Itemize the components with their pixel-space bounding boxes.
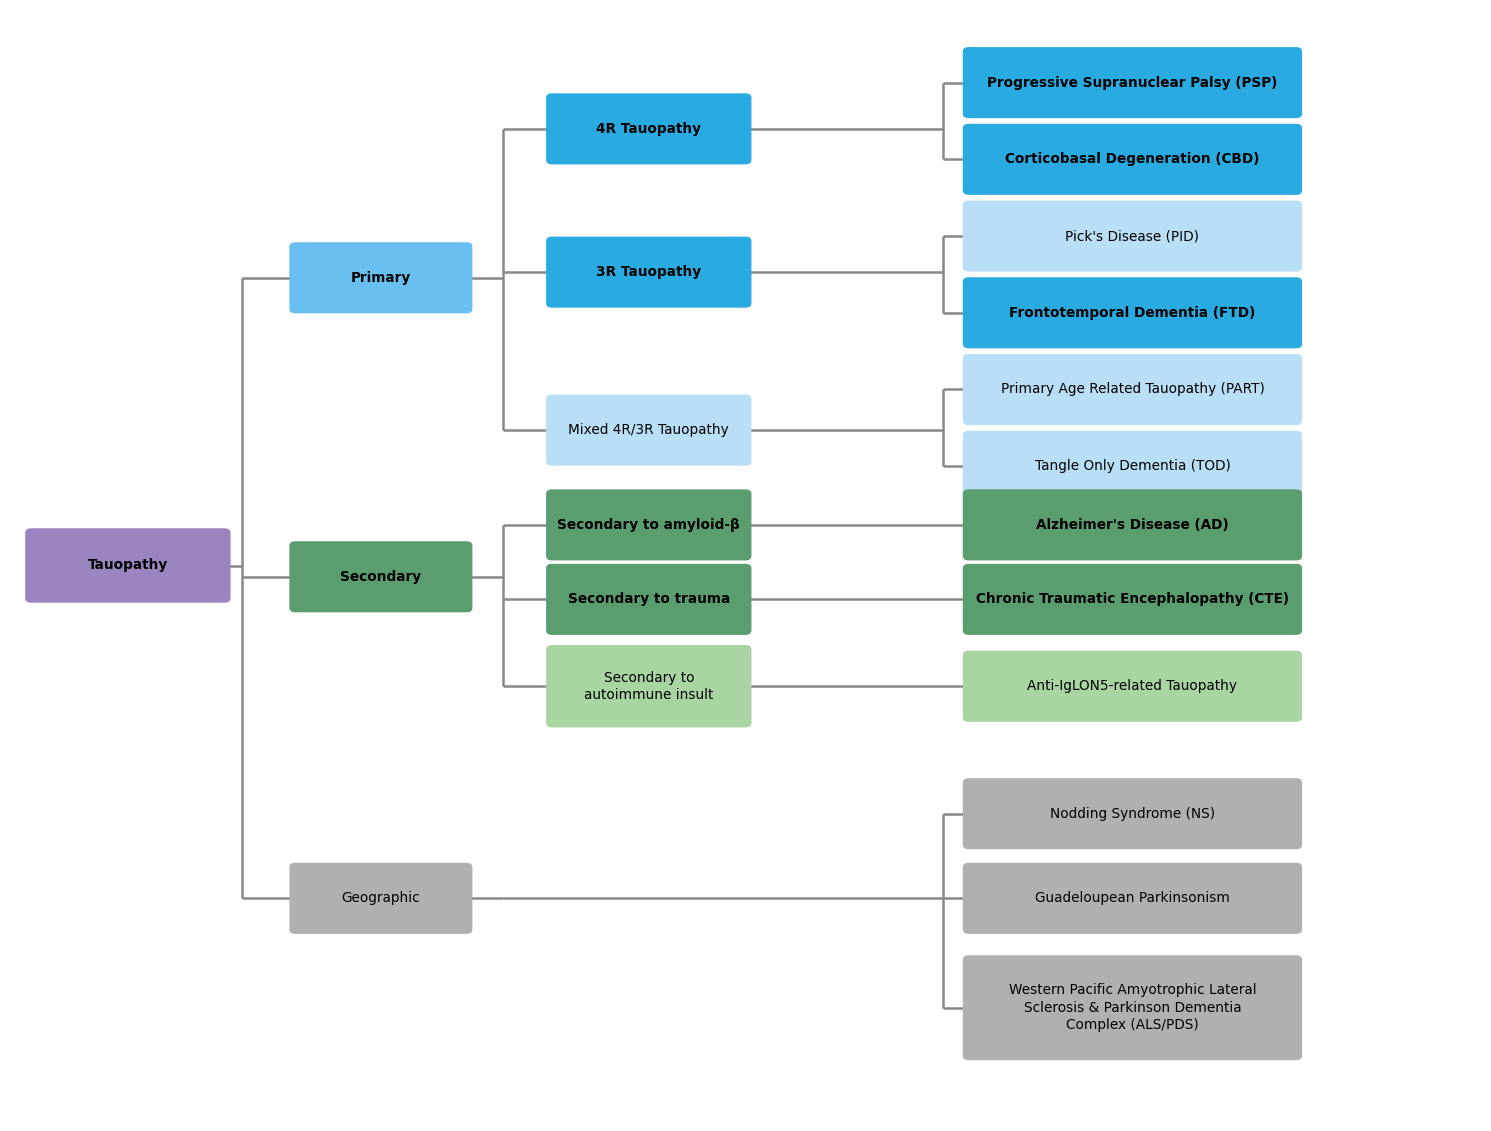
Text: Frontotemporal Dementia (FTD): Frontotemporal Dementia (FTD): [1009, 305, 1255, 320]
Text: Anti-IgLON5-related Tauopathy: Anti-IgLON5-related Tauopathy: [1027, 680, 1238, 693]
Text: Secondary: Secondary: [340, 570, 422, 584]
FancyBboxPatch shape: [289, 242, 473, 313]
Text: Alzheimer's Disease (AD): Alzheimer's Disease (AD): [1036, 518, 1229, 532]
Text: Primary: Primary: [350, 270, 412, 285]
Text: Secondary to
autoimmune insult: Secondary to autoimmune insult: [584, 671, 714, 702]
FancyBboxPatch shape: [963, 200, 1302, 271]
Text: Guadeloupean Parkinsonism: Guadeloupean Parkinsonism: [1035, 891, 1230, 905]
Text: Nodding Syndrome (NS): Nodding Syndrome (NS): [1050, 806, 1215, 821]
FancyBboxPatch shape: [963, 956, 1302, 1060]
FancyBboxPatch shape: [963, 778, 1302, 849]
Text: Geographic: Geographic: [341, 891, 420, 905]
Text: Secondary to amyloid-β: Secondary to amyloid-β: [558, 518, 740, 532]
FancyBboxPatch shape: [963, 277, 1302, 348]
FancyBboxPatch shape: [546, 490, 751, 561]
FancyBboxPatch shape: [546, 564, 751, 634]
FancyBboxPatch shape: [963, 431, 1302, 502]
FancyBboxPatch shape: [963, 354, 1302, 425]
Text: Chronic Traumatic Encephalopathy (CTE): Chronic Traumatic Encephalopathy (CTE): [977, 593, 1288, 606]
Text: Tangle Only Dementia (TOD): Tangle Only Dementia (TOD): [1035, 459, 1230, 473]
Text: Pick's Disease (PID): Pick's Disease (PID): [1066, 230, 1199, 243]
FancyBboxPatch shape: [546, 94, 751, 164]
FancyBboxPatch shape: [963, 123, 1302, 195]
Text: Secondary to trauma: Secondary to trauma: [568, 593, 731, 606]
Text: Mixed 4R/3R Tauopathy: Mixed 4R/3R Tauopathy: [568, 423, 729, 437]
Text: 3R Tauopathy: 3R Tauopathy: [596, 265, 701, 279]
Text: Western Pacific Amyotrophic Lateral
Sclerosis & Parkinson Dementia
Complex (ALS/: Western Pacific Amyotrophic Lateral Scle…: [1008, 984, 1257, 1033]
FancyBboxPatch shape: [546, 395, 751, 466]
Text: Progressive Supranuclear Palsy (PSP): Progressive Supranuclear Palsy (PSP): [987, 76, 1278, 89]
Text: Corticobasal Degeneration (CBD): Corticobasal Degeneration (CBD): [1005, 153, 1260, 166]
Text: Tauopathy: Tauopathy: [88, 559, 168, 572]
FancyBboxPatch shape: [963, 564, 1302, 634]
Text: Primary Age Related Tauopathy (PART): Primary Age Related Tauopathy (PART): [1000, 382, 1264, 397]
FancyBboxPatch shape: [546, 236, 751, 308]
FancyBboxPatch shape: [963, 48, 1302, 118]
Text: 4R Tauopathy: 4R Tauopathy: [596, 122, 701, 136]
FancyBboxPatch shape: [289, 542, 473, 612]
FancyBboxPatch shape: [963, 490, 1302, 561]
FancyBboxPatch shape: [25, 528, 231, 603]
FancyBboxPatch shape: [963, 650, 1302, 722]
FancyBboxPatch shape: [963, 863, 1302, 934]
FancyBboxPatch shape: [289, 863, 473, 934]
FancyBboxPatch shape: [546, 645, 751, 727]
